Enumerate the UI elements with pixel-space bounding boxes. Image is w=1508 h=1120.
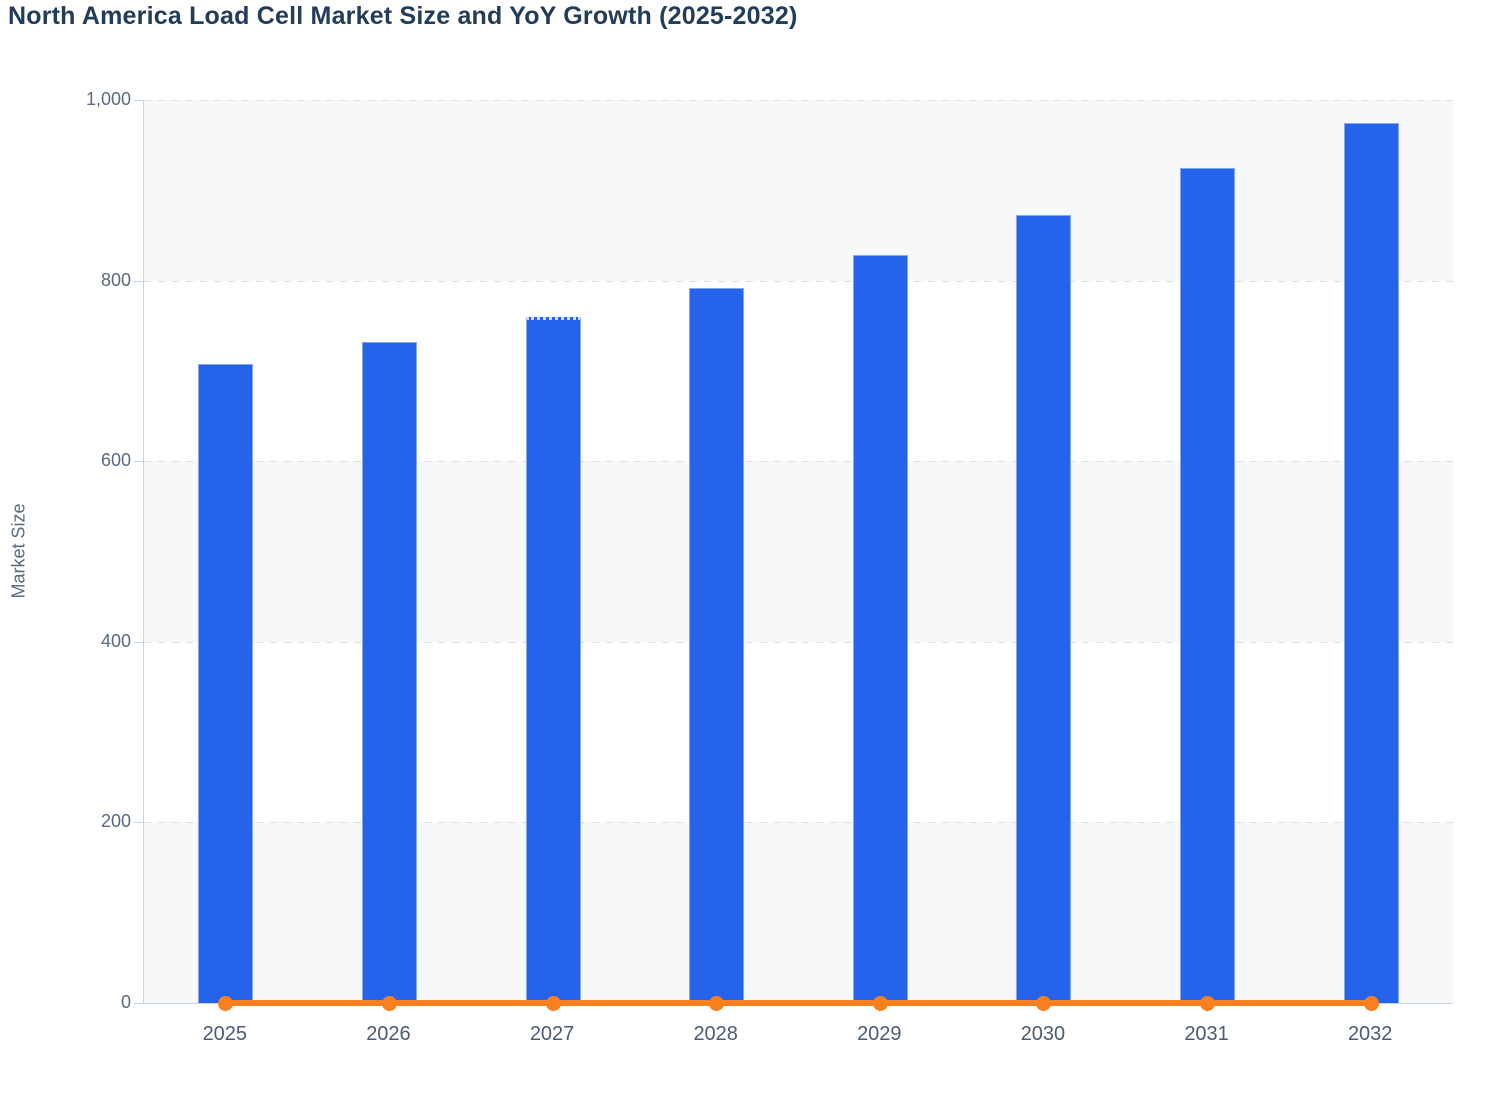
bar-2030[interactable] <box>1016 214 1072 1003</box>
y-tick <box>134 100 143 101</box>
x-axis-label: 2029 <box>857 1023 902 1045</box>
x-axis-label: 2028 <box>693 1023 738 1045</box>
x-axis-label: 2031 <box>1184 1023 1229 1045</box>
bar-2027[interactable] <box>525 316 581 1003</box>
yoy-marker-2026[interactable] <box>381 995 397 1011</box>
plot-area <box>143 100 1453 1011</box>
yoy-marker-2031[interactable] <box>1200 995 1216 1011</box>
chart-title: North America Load Cell Market Size and … <box>8 2 798 30</box>
bar-2029[interactable] <box>852 255 908 1003</box>
x-axis-label: 2030 <box>1020 1023 1066 1045</box>
bar-2028[interactable] <box>689 287 745 1003</box>
y-tick-label: 1,000 <box>85 89 131 109</box>
x-axis-label: 2027 <box>529 1023 575 1045</box>
y-tick-label: 0 <box>120 992 131 1012</box>
y-tick <box>134 280 143 282</box>
yoy-marker-2028[interactable] <box>709 995 725 1011</box>
y-tick-label: 600 <box>100 450 131 471</box>
split-band <box>144 100 1453 281</box>
yoy-marker-2027[interactable] <box>545 995 561 1011</box>
y-gridline <box>144 641 1453 643</box>
split-band <box>144 461 1453 642</box>
y-tick-label: 200 <box>100 811 131 832</box>
y-tick <box>134 822 143 824</box>
bar-2025[interactable] <box>198 363 254 1003</box>
y-tick <box>134 461 143 463</box>
x-axis-label: 2025 <box>202 1023 248 1045</box>
bar-2031[interactable] <box>1180 167 1236 1003</box>
bar-2026[interactable] <box>361 342 417 1003</box>
split-band <box>144 822 1453 1003</box>
y-tick <box>134 1003 143 1004</box>
y-gridline <box>144 822 1453 824</box>
y-gridline <box>144 280 1453 282</box>
yoy-marker-2029[interactable] <box>872 995 888 1011</box>
yoy-marker-2025[interactable] <box>218 995 234 1011</box>
yoy-line[interactable] <box>225 1000 1372 1006</box>
yoy-marker-2030[interactable] <box>1036 995 1052 1011</box>
bar-2032[interactable] <box>1343 122 1399 1003</box>
y-axis-title: Market Size <box>8 503 29 599</box>
y-gridline <box>144 461 1453 463</box>
yoy-marker-2032[interactable] <box>1363 995 1379 1011</box>
x-axis-label: 2032 <box>1347 1023 1393 1045</box>
y-tick-label: 800 <box>100 269 131 290</box>
y-tick <box>134 641 143 643</box>
x-axis-label: 2026 <box>366 1023 411 1045</box>
y-gridline <box>144 100 1453 101</box>
y-tick-label: 400 <box>100 630 131 651</box>
